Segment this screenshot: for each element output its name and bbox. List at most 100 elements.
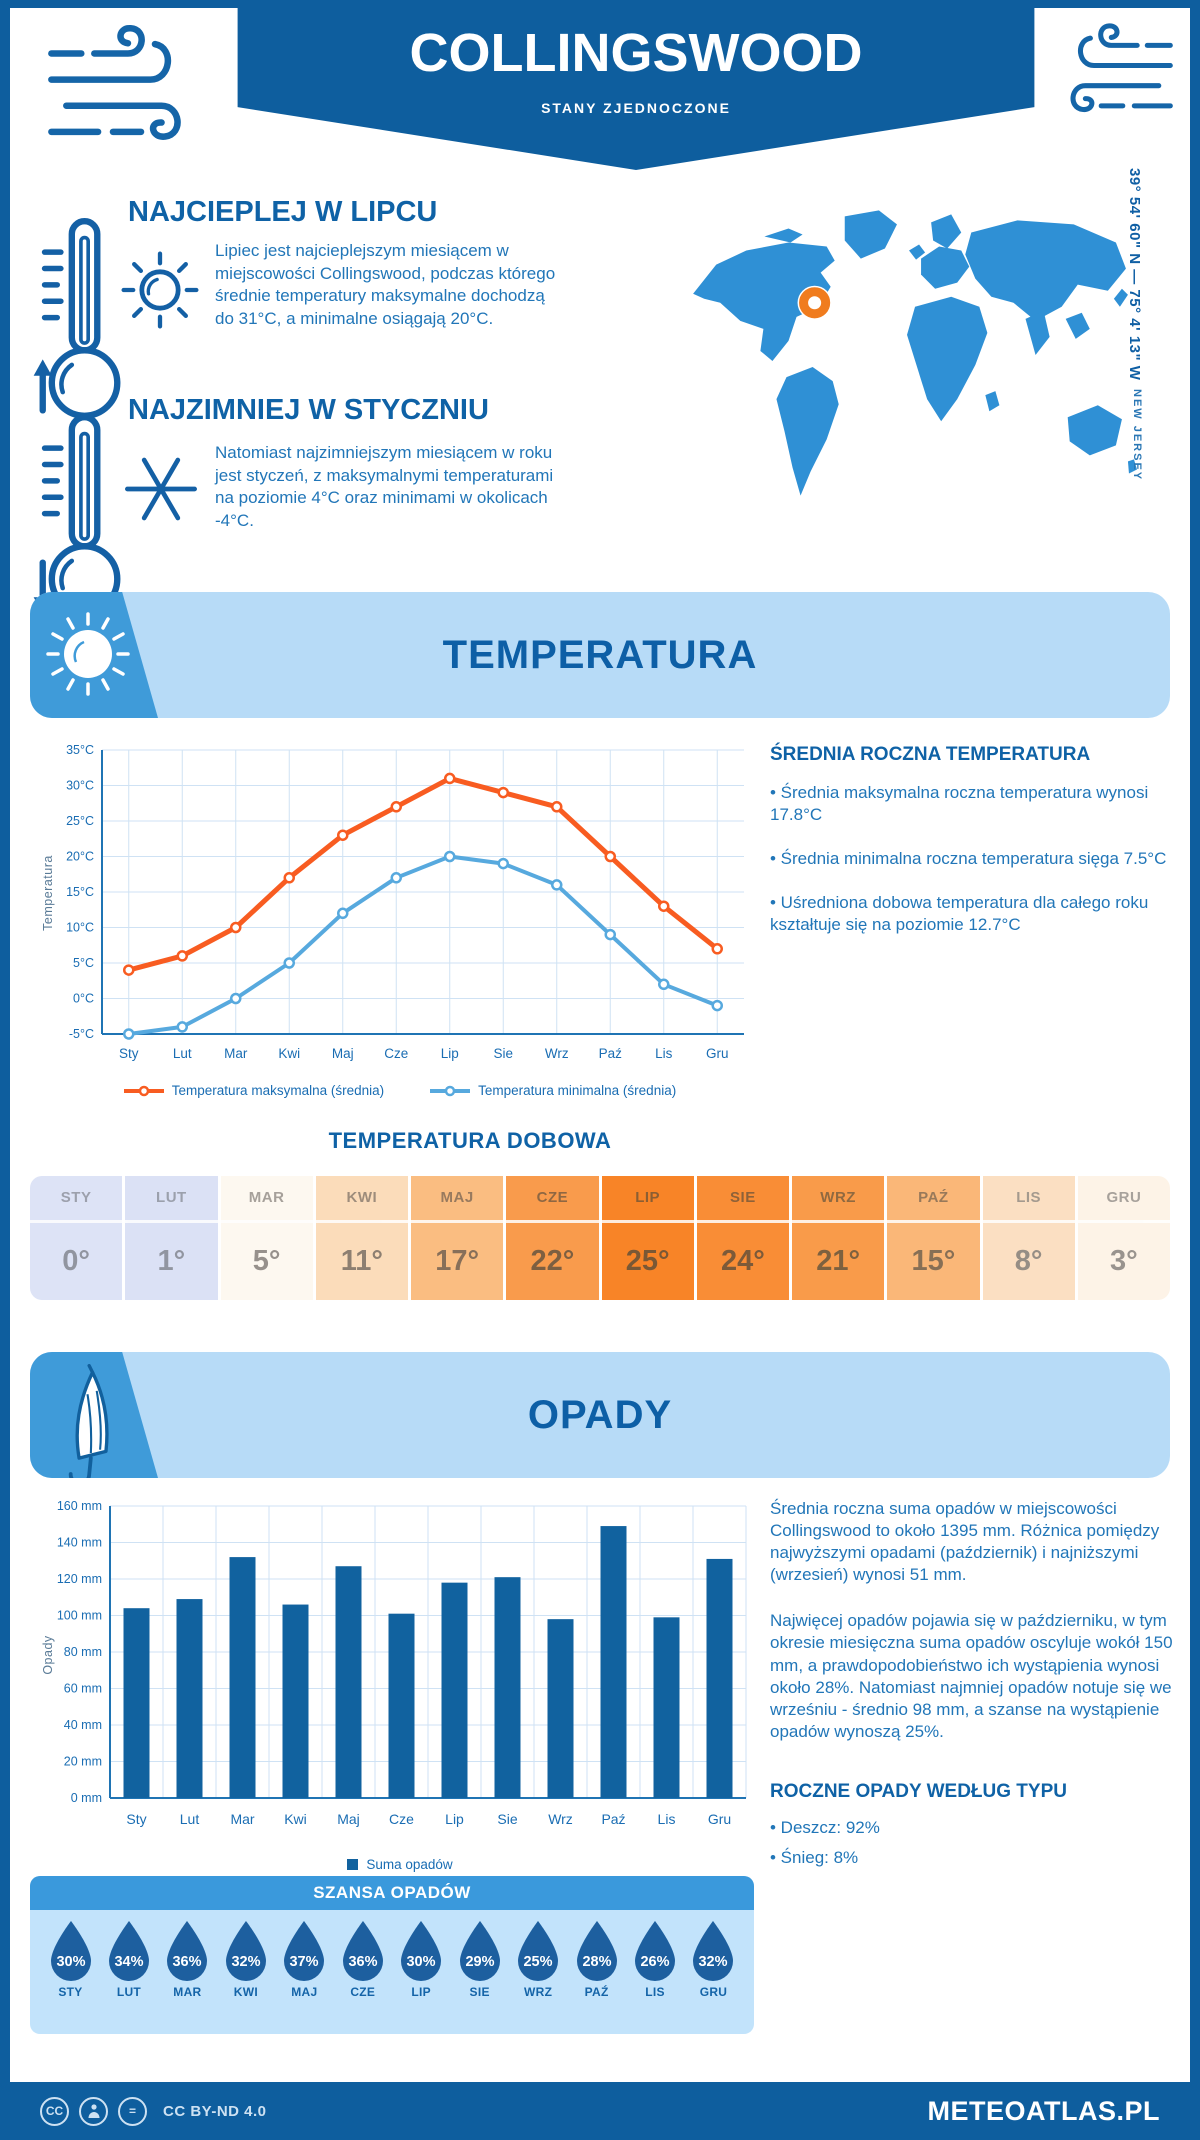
svg-text:Gru: Gru (708, 1811, 731, 1827)
precip-type-heading: ROCZNE OPADY WEDŁUG TYPU (770, 1780, 1067, 1802)
precip-paragraph: Średnia roczna suma opadów w miejscowośc… (770, 1499, 1160, 1585)
svg-text:-5°C: -5°C (69, 1027, 94, 1041)
svg-text:Lip: Lip (441, 1046, 459, 1061)
top-border (0, 0, 1200, 8)
svg-text:Maj: Maj (337, 1811, 360, 1827)
warmest-heading: NAJCIEPLEJ W LIPCU (128, 196, 438, 228)
data-point (658, 978, 670, 991)
wind-icon (36, 18, 218, 163)
data-point (711, 943, 723, 955)
temperature-bullet: • Średnia maksymalna roczna temperatura … (770, 783, 1149, 825)
svg-text:Sty: Sty (126, 1811, 146, 1827)
left-border (0, 0, 10, 2140)
temperature-value: 0° (62, 1245, 90, 1277)
bar (123, 1608, 150, 1798)
svg-text:Lis: Lis (658, 1811, 676, 1827)
precipitation-bar-chart: 0 mm 20 mm 40 mm 60 mm 80 mm 100 mm 120 mm 140 … (40, 1492, 760, 1872)
bar (388, 1613, 415, 1798)
data-point (176, 950, 188, 962)
svg-text:36%: 36% (348, 1954, 377, 1970)
svg-text:10°C: 10°C (66, 921, 94, 935)
cc-by-icon (79, 2096, 108, 2126)
table-column: MAR 5° (220, 1176, 316, 1300)
rain-chance-row: 30% STY 34% LUT 36% MAR 32% KWI 37% MAJ 36% CZE 30% L… (30, 1910, 754, 1999)
svg-text:30°C: 30°C (66, 779, 94, 793)
svg-text:Mar: Mar (230, 1811, 254, 1827)
bar (706, 1558, 733, 1798)
legend-item: Suma opadów (347, 1857, 453, 1872)
svg-text:120 mm: 120 mm (57, 1572, 102, 1586)
precipitation-panel: Średnia roczna suma opadów w miejscowośc… (770, 1498, 1175, 1872)
table-column: SIE 24° (696, 1176, 792, 1300)
rain-chance-item: 30% LIP (393, 1920, 450, 1999)
thermometer-down-icon (30, 402, 130, 632)
svg-text:32%: 32% (231, 1954, 260, 1970)
legend-item: Temperatura minimalna (średnia) (430, 1083, 676, 1098)
temperature-value: 5° (252, 1245, 281, 1277)
line-chart-legend: Temperatura maksymalna (średnia) Temperat… (40, 1083, 760, 1098)
svg-text:25°C: 25°C (66, 814, 94, 828)
data-point (604, 850, 616, 863)
data-point (444, 850, 456, 863)
rain-chance-item: 25% WRZ (510, 1920, 567, 1999)
svg-text:Cze: Cze (384, 1046, 408, 1061)
rain-chance-item: 29% SIE (451, 1920, 508, 1999)
temperature-value: 11° (340, 1245, 383, 1277)
month-header: SIE (696, 1176, 789, 1223)
svg-text:Wrz: Wrz (548, 1811, 573, 1827)
footer: CC = CC BY-ND 4.0 METEOATLAS.PL (0, 2082, 1200, 2140)
rain-chance-item: 30% STY (42, 1920, 99, 1999)
svg-text:160 mm: 160 mm (57, 1499, 102, 1513)
rain-chance-item: 32% KWI (217, 1920, 274, 1999)
svg-text:Sie: Sie (493, 1046, 513, 1061)
droplet-icon: 26% (635, 1921, 676, 1981)
month-header: GRU (1077, 1176, 1170, 1223)
data-point (390, 872, 402, 884)
month-header: LIP (601, 1176, 694, 1223)
svg-text:36%: 36% (173, 1954, 202, 1970)
svg-text:37%: 37% (290, 1954, 319, 1970)
svg-text:30%: 30% (407, 1954, 436, 1970)
data-point (711, 999, 723, 1012)
droplet-icon: 32% (225, 1921, 266, 1981)
svg-text:Sie: Sie (497, 1811, 517, 1827)
temperature-value: 24° (720, 1245, 765, 1277)
right-border (1190, 0, 1200, 2140)
precip-paragraph: Najwięcej opadów pojawia się w październ… (770, 1611, 1173, 1741)
precipitation-title: OPADY (527, 1392, 673, 1437)
precip-type-bullet: • Deszcz: 92% (770, 1817, 880, 1837)
svg-text:0°C: 0°C (73, 992, 94, 1006)
rain-chance-item: 28% PAŹ (568, 1920, 625, 1999)
data-point (390, 801, 402, 813)
month-header: LIS (982, 1176, 1075, 1223)
droplet-icon: 29% (459, 1921, 500, 1981)
cc-nd-icon: = (118, 2096, 147, 2126)
daily-temp-heading: TEMPERATURA DOBOWA (328, 1128, 612, 1153)
svg-text:60 mm: 60 mm (64, 1682, 102, 1696)
rain-chance-item: 32% GRU (685, 1920, 742, 1999)
month-label: GRU (699, 1985, 728, 1999)
temperature-bullet: • Średnia minimalna roczna temperatura s… (770, 849, 1167, 869)
data-point (551, 879, 563, 891)
svg-text:Kwi: Kwi (284, 1811, 307, 1827)
droplet-icon: 37% (284, 1921, 325, 1981)
month-header: KWI (315, 1176, 408, 1223)
table-column: LIP 25° (601, 1176, 697, 1300)
svg-text:Kwi: Kwi (278, 1046, 300, 1061)
coordinates-text: 39° 54' 60" N — 75° 4' 13" W (1126, 168, 1143, 381)
svg-text:15°C: 15°C (66, 885, 94, 899)
data-point (230, 992, 242, 1005)
svg-text:Paź: Paź (601, 1811, 625, 1827)
data-point (604, 928, 616, 941)
data-point (497, 857, 509, 870)
warmest-text: Lipiec jest najcieplejszym miesiącem w m… (215, 241, 556, 328)
data-point (123, 964, 135, 976)
bar (335, 1566, 362, 1798)
temperature-banner: TEMPERATURA (30, 592, 1170, 718)
sun-white-icon (46, 612, 130, 696)
geo-coordinates: 39° 54' 60" N — 75° 4' 13" W NEW JERSEY (1126, 168, 1143, 528)
temperature-value: 21° (816, 1245, 861, 1277)
month-header: MAR (220, 1176, 313, 1223)
rain-chance-item: 26% LIS (627, 1920, 684, 1999)
bar (176, 1599, 203, 1798)
